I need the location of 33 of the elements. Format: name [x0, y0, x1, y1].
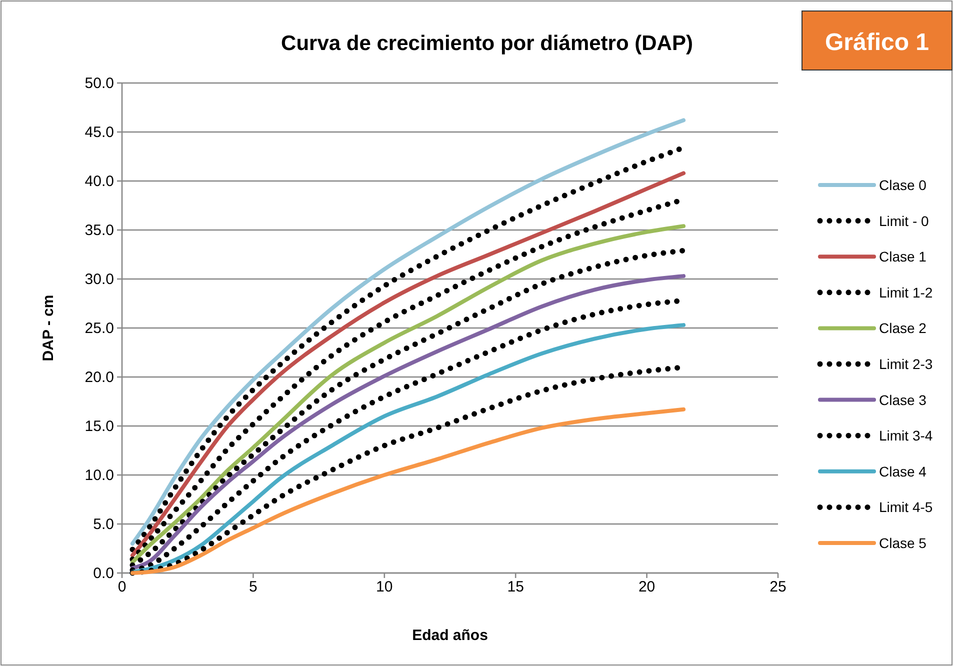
- legend-label: Limit 3-4: [879, 428, 933, 444]
- x-axis-title: Edad años: [412, 627, 488, 644]
- y-tick-label: 30.0: [84, 270, 114, 288]
- y-tick-label: 35.0: [84, 222, 114, 239]
- y-tick-label: 15.0: [84, 418, 114, 435]
- legend-label: Clase 3: [879, 392, 927, 408]
- legend-label: Clase 5: [879, 535, 927, 551]
- x-tick-label: 5: [249, 578, 258, 596]
- y-tick-label: 50.0: [84, 74, 114, 92]
- legend-label: Limit - 0: [879, 212, 929, 229]
- x-tick-label: 10: [376, 578, 393, 596]
- line-series: [130, 407, 686, 575]
- legend-label: Limit 2-3: [879, 356, 933, 372]
- x-tick-label: 20: [638, 578, 656, 596]
- legend-label: Limit 1-2: [879, 284, 933, 300]
- x-tick-label: 0: [118, 578, 126, 596]
- legend-label: Clase 0: [879, 177, 927, 193]
- chart-title: Curva de crecimiento por diámetro (DAP): [281, 32, 693, 55]
- legend-label: Clase 4: [879, 463, 927, 480]
- y-tick-label: 25.0: [84, 320, 114, 337]
- y-tick-label: 20.0: [84, 368, 114, 386]
- y-tick-label: 0.0: [93, 564, 114, 582]
- x-tick-label: 25: [770, 578, 786, 596]
- y-tick-label: 40.0: [84, 172, 114, 190]
- legend-label: Clase 1: [879, 248, 927, 265]
- y-axis-title: DAP - cm: [40, 294, 57, 362]
- legend-label: Limit 4-5: [879, 499, 933, 516]
- y-tick-label: 5.0: [93, 516, 114, 533]
- legend-label: Clase 2: [879, 320, 927, 336]
- x-tick-label: 15: [507, 578, 524, 596]
- y-tick-label: 45.0: [84, 124, 114, 141]
- y-tick-label: 10.0: [84, 466, 114, 484]
- text: Gráfico 1: [824, 29, 930, 56]
